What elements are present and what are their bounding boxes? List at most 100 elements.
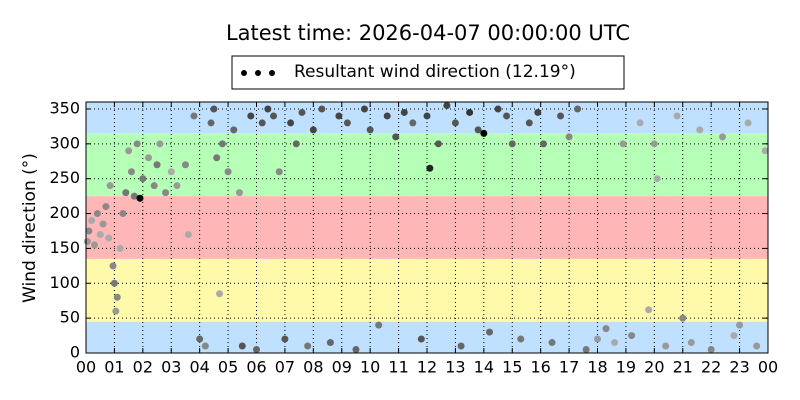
- y-tick-label: 0: [70, 343, 80, 362]
- data-point: [238, 342, 246, 350]
- x-tick-label: 07: [275, 358, 295, 377]
- data-point: [318, 105, 326, 113]
- y-tick-label: 350: [49, 98, 80, 117]
- data-point: [417, 335, 425, 343]
- data-point: [216, 290, 224, 298]
- data-point: [457, 342, 465, 350]
- data-point: [409, 119, 417, 127]
- data-point: [88, 217, 96, 225]
- data-point: [247, 112, 255, 120]
- data-point: [753, 342, 761, 350]
- data-point: [113, 293, 121, 301]
- data-point: [162, 189, 170, 197]
- data-point: [534, 108, 542, 116]
- y-tick-label: 250: [49, 168, 80, 187]
- plot-frame: [85, 101, 769, 354]
- y-axis-label: Wind direction (°): [20, 153, 40, 303]
- x-tick-label: 23: [729, 358, 749, 377]
- legend-label: Resultant wind direction (12.19°): [294, 62, 576, 82]
- data-point: [181, 161, 189, 169]
- data-point: [565, 133, 573, 141]
- data-point: [210, 105, 218, 113]
- data-point: [93, 210, 101, 218]
- data-point: [650, 140, 658, 148]
- data-point: [270, 112, 278, 120]
- data-point: [184, 230, 192, 238]
- x-tick-label: 03: [161, 358, 181, 377]
- data-point: [343, 119, 351, 127]
- data-point: [645, 306, 653, 314]
- data-point: [133, 140, 141, 148]
- data-point: [400, 108, 408, 116]
- x-tick-label: 19: [616, 358, 636, 377]
- data-point: [466, 108, 474, 116]
- data-point: [122, 189, 130, 197]
- data-point: [218, 140, 226, 148]
- data-point: [153, 161, 161, 169]
- data-point: [673, 112, 681, 120]
- data-point: [602, 325, 610, 333]
- y-tick-label: 50: [60, 308, 80, 327]
- x-tick-label: 15: [502, 358, 522, 377]
- data-point: [125, 147, 133, 155]
- data-point: [594, 335, 601, 343]
- data-point: [687, 339, 695, 347]
- data-point: [719, 133, 727, 141]
- data-point: [628, 332, 636, 340]
- data-point: [110, 279, 118, 287]
- x-tick-label: 14: [474, 358, 494, 377]
- data-point: [486, 328, 494, 336]
- y-tick-label: 200: [49, 203, 80, 222]
- data-point: [582, 346, 590, 354]
- data-point: [611, 339, 619, 347]
- legend-marker: [269, 70, 275, 76]
- x-tick-label: 08: [303, 358, 323, 377]
- data-point: [451, 119, 459, 127]
- data-point: [83, 237, 91, 245]
- data-point: [258, 119, 266, 127]
- data-point: [173, 182, 181, 190]
- data-point: [326, 339, 334, 347]
- data-point: [112, 307, 120, 315]
- x-tick-label: 00: [758, 358, 778, 377]
- data-point: [91, 241, 99, 249]
- data-point: [375, 321, 383, 329]
- data-point: [679, 314, 687, 322]
- data-point: [253, 346, 260, 354]
- data-point: [494, 105, 502, 113]
- data-point: [574, 105, 582, 113]
- direction-band: [86, 196, 768, 259]
- data-point: [119, 210, 127, 218]
- x-tick-label: 01: [104, 358, 124, 377]
- data-point: [105, 234, 113, 242]
- data-point: [264, 105, 272, 113]
- data-point: [196, 335, 204, 343]
- y-tick-label: 150: [49, 238, 80, 257]
- data-point: [636, 119, 644, 127]
- data-point: [167, 168, 175, 176]
- data-point: [525, 119, 533, 127]
- data-point: [352, 346, 360, 354]
- data-point: [150, 182, 158, 190]
- data-point: [730, 332, 738, 340]
- data-point: [736, 321, 744, 329]
- x-tick-label: 20: [644, 358, 664, 377]
- x-tick-label: 04: [189, 358, 209, 377]
- data-point: [292, 140, 300, 148]
- data-point: [619, 140, 627, 148]
- data-point: [85, 227, 93, 235]
- data-point: [744, 119, 752, 127]
- x-tick-label: 21: [673, 358, 693, 377]
- data-point: [298, 108, 306, 116]
- data-point: [696, 126, 704, 134]
- x-tick-label: 05: [218, 358, 238, 377]
- data-point: [434, 140, 442, 148]
- data-point: [517, 335, 525, 343]
- data-point: [224, 168, 232, 176]
- data-point: [392, 133, 400, 141]
- y-tick-label: 300: [49, 133, 80, 152]
- data-point: [480, 129, 488, 137]
- x-tick-label: 09: [332, 358, 352, 377]
- data-point: [548, 339, 556, 347]
